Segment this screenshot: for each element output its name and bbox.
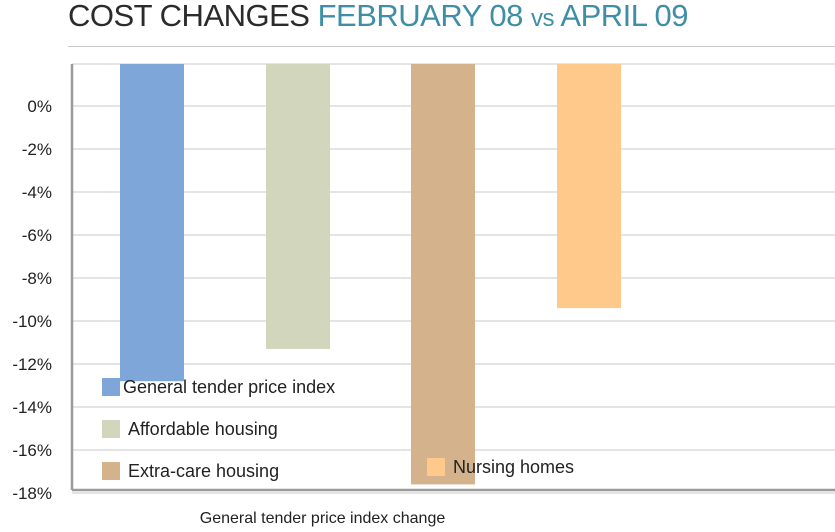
title-vs: vs <box>531 5 555 32</box>
legend-label: Extra-care housing <box>128 461 279 481</box>
bar-affordable-housing <box>266 64 330 349</box>
bar-general-tender-price-index <box>120 64 184 382</box>
legend-swatch <box>102 420 120 438</box>
y-tick-label: -2% <box>22 140 52 159</box>
y-tick-label: -10% <box>12 312 52 331</box>
legend-label: General tender price index <box>123 377 335 397</box>
x-axis-caption: General tender price index change <box>199 510 446 527</box>
y-tick-label: -18% <box>12 484 52 503</box>
y-tick-label: -6% <box>22 226 52 245</box>
chart-title: COST CHANGES FEBRUARY 08 vs APRIL 09 <box>68 0 688 39</box>
legend-swatch <box>102 462 120 480</box>
title-period-end: APRIL 09 <box>560 0 688 33</box>
y-tick-label: -4% <box>22 183 52 202</box>
legend-swatch <box>427 458 445 476</box>
legend-label: Nursing homes <box>453 457 574 477</box>
legend: General tender price index Affordable hou… <box>102 377 574 481</box>
title-period-start: FEBRUARY 08 <box>317 0 524 33</box>
bar-extra-care-housing <box>411 64 475 485</box>
y-tick-label: -8% <box>22 269 52 288</box>
legend-swatch <box>102 378 120 396</box>
y-tick-label: 0% <box>27 97 52 116</box>
y-tick-label: -16% <box>12 441 52 460</box>
y-tick-label: -14% <box>12 398 52 417</box>
bars <box>120 64 621 485</box>
title-divider <box>68 46 835 47</box>
legend-label: Affordable housing <box>128 419 278 439</box>
title-main: COST CHANGES <box>68 0 310 33</box>
y-axis-tick-labels: 0% -2% -4% -6% -8% -10% -12% -14% -16% -18% <box>12 97 52 503</box>
y-tick-label: -12% <box>12 355 52 374</box>
bar-nursing-homes <box>557 64 621 309</box>
